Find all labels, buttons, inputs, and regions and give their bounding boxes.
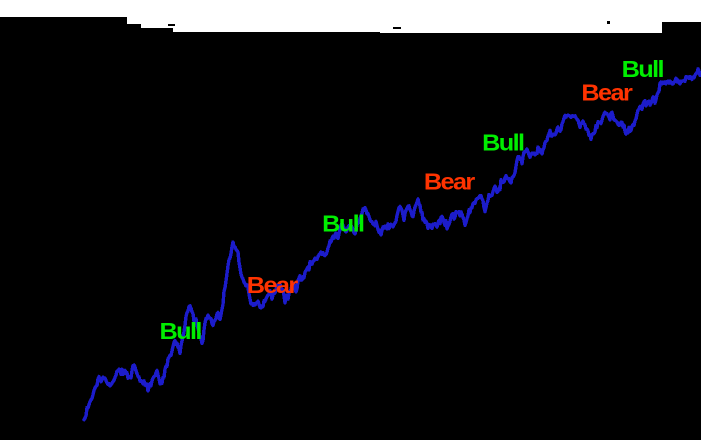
- svg-text:Bear: Bear: [581, 80, 633, 106]
- svg-text:Bull: Bull: [622, 57, 664, 83]
- svg-text:Bull: Bull: [482, 130, 524, 156]
- svg-text:Bear: Bear: [247, 273, 299, 299]
- svg-text:Bull: Bull: [160, 319, 202, 345]
- svg-text:Bear: Bear: [424, 169, 476, 195]
- svg-text:Bull: Bull: [322, 212, 364, 238]
